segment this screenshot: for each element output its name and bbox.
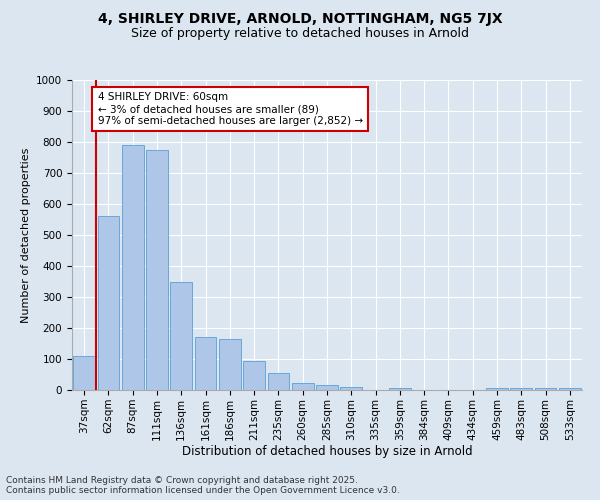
Bar (243, 360, 265, 390)
Bar (340, 387, 362, 390)
Bar (170, 282, 192, 390)
Text: 4, SHIRLEY DRIVE, ARNOLD, NOTTINGHAM, NG5 7JX: 4, SHIRLEY DRIVE, ARNOLD, NOTTINGHAM, NG… (98, 12, 502, 26)
Bar (268, 373, 289, 390)
Bar (511, 388, 532, 390)
Bar (73, 356, 95, 390)
Text: Contains HM Land Registry data © Crown copyright and database right 2025.
Contai: Contains HM Land Registry data © Crown c… (6, 476, 400, 495)
Bar (122, 145, 143, 390)
Text: Size of property relative to detached houses in Arnold: Size of property relative to detached ho… (131, 28, 469, 40)
Bar (316, 386, 338, 390)
Bar (535, 388, 556, 390)
Text: 4 SHIRLEY DRIVE: 60sqm
← 3% of detached houses are smaller (89)
97% of semi-deta: 4 SHIRLEY DRIVE: 60sqm ← 3% of detached … (97, 92, 362, 126)
Bar (146, 150, 168, 390)
Bar (292, 383, 314, 390)
X-axis label: Distribution of detached houses by size in Arnold: Distribution of detached houses by size … (182, 446, 472, 458)
Bar (389, 388, 411, 390)
Y-axis label: Number of detached properties: Number of detached properties (20, 148, 31, 322)
Bar (559, 388, 581, 390)
Bar (219, 339, 241, 390)
Bar (486, 388, 508, 390)
Bar (97, 216, 119, 390)
Bar (194, 338, 217, 390)
